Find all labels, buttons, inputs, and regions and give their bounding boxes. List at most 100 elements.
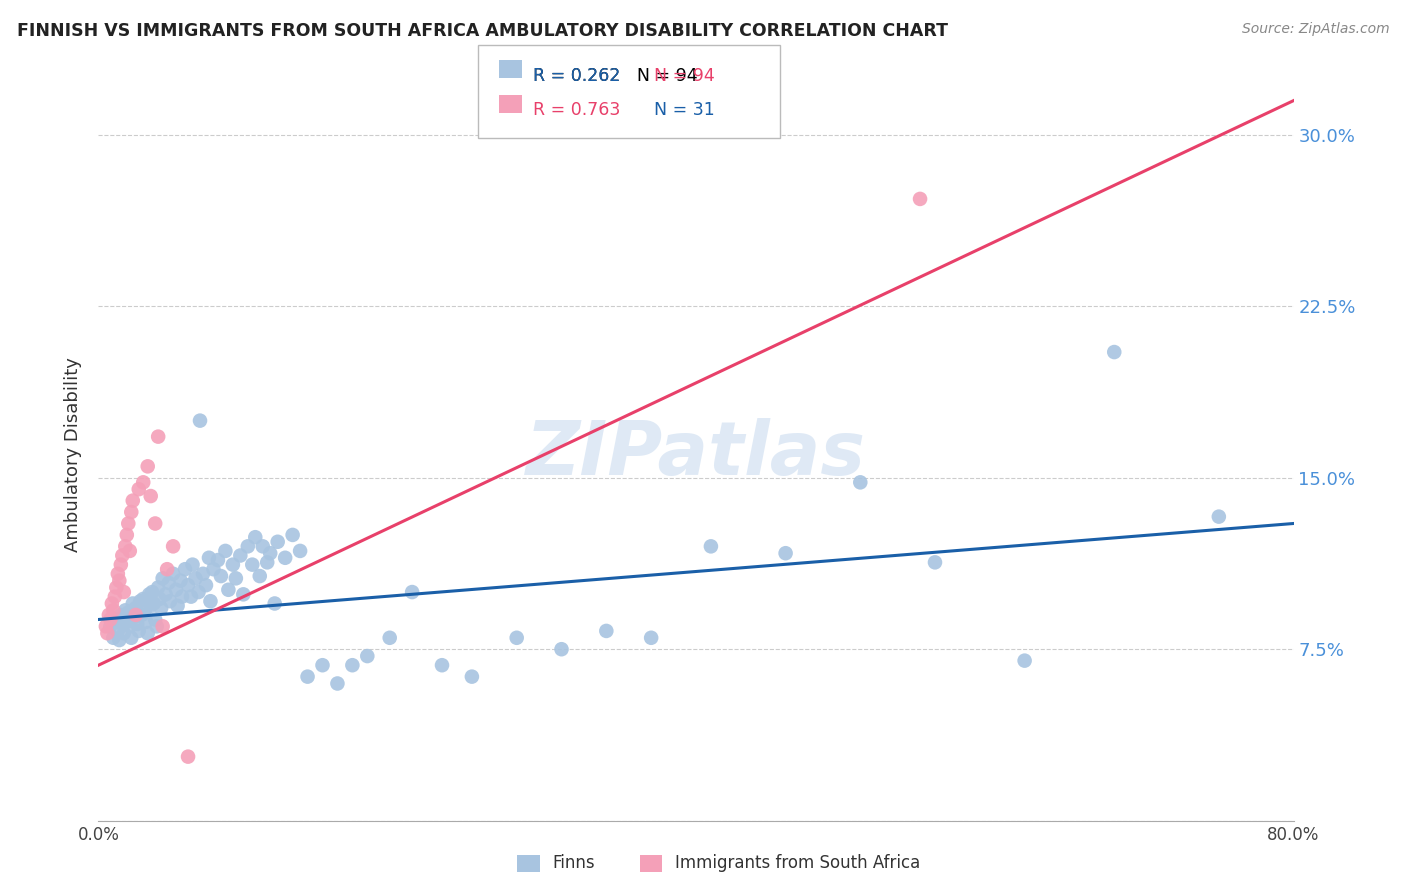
Point [121,493,143,508]
Point [128,482,150,496]
Point [156,562,179,576]
Point [103,603,125,617]
Point [180,590,202,604]
Point [849,475,872,490]
Point [148,581,170,595]
Point [274,550,297,565]
Point [222,558,245,572]
Point [136,626,159,640]
Point [311,658,333,673]
Text: ZIPatlas: ZIPatlas [526,418,866,491]
Point [110,607,132,622]
Point [207,553,229,567]
Point [143,516,166,531]
Point [128,624,150,638]
Point [700,539,723,553]
Point [139,599,162,613]
Point [114,539,136,553]
Point [149,591,172,606]
Point [214,544,236,558]
Text: R = 0.262: R = 0.262 [533,67,620,85]
Point [121,597,143,611]
Point [127,617,149,632]
Point [550,642,572,657]
Point [141,585,163,599]
Point [110,558,132,572]
Point [908,192,931,206]
Point [125,607,148,622]
Point [229,549,252,563]
Text: Immigrants from South Africa: Immigrants from South Africa [675,855,920,872]
Point [188,414,211,428]
Point [157,576,180,591]
Point [169,574,191,588]
Point [143,613,166,627]
Point [378,631,401,645]
Point [281,528,304,542]
Point [924,555,946,569]
Text: Source: ZipAtlas.com: Source: ZipAtlas.com [1241,22,1389,37]
Point [148,430,170,444]
Text: FINNISH VS IMMIGRANTS FROM SOUTH AFRICA AMBULATORY DISABILITY CORRELATION CHART: FINNISH VS IMMIGRANTS FROM SOUTH AFRICA … [17,22,948,40]
Point [112,585,135,599]
Point [236,539,259,553]
Point [1208,509,1230,524]
Point [401,585,423,599]
Point [595,624,617,638]
Point [125,601,148,615]
Point [150,601,173,615]
Point [103,631,125,645]
Point [162,539,184,553]
Point [297,670,319,684]
Point [94,619,117,633]
Point [120,505,142,519]
Point [1104,345,1126,359]
Point [111,617,134,632]
Point [184,571,207,585]
Point [115,528,138,542]
Point [108,633,131,648]
Point [177,578,200,592]
Point [263,597,285,611]
Point [111,549,134,563]
Point [209,569,232,583]
Point [195,578,218,592]
Point [120,631,142,645]
Point [132,475,155,490]
Point [245,530,267,544]
Point [107,566,129,581]
Point [356,649,378,664]
Point [142,597,165,611]
Point [202,562,225,576]
Point [162,566,184,581]
Point [342,658,364,673]
Point [117,516,139,531]
Point [105,581,128,595]
Point [105,613,128,627]
Point [155,587,177,601]
Point [198,550,221,565]
Point [166,599,188,613]
Point [135,615,157,629]
Point [136,459,159,474]
Point [225,571,247,585]
Point [249,569,271,583]
Text: R = 0.763: R = 0.763 [533,101,620,119]
Point [104,590,127,604]
Point [124,610,146,624]
Point [159,594,181,608]
Text: N = 31: N = 31 [654,101,714,119]
Point [101,597,124,611]
Point [129,594,152,608]
Point [326,676,349,690]
Point [108,574,131,588]
Text: R = 0.262   N = 94: R = 0.262 N = 94 [533,67,697,85]
Point [118,544,141,558]
Point [461,670,484,684]
Point [117,606,139,620]
Point [97,607,120,622]
Point [118,619,141,633]
Point [256,555,278,569]
Point [152,571,174,585]
Point [174,562,197,576]
